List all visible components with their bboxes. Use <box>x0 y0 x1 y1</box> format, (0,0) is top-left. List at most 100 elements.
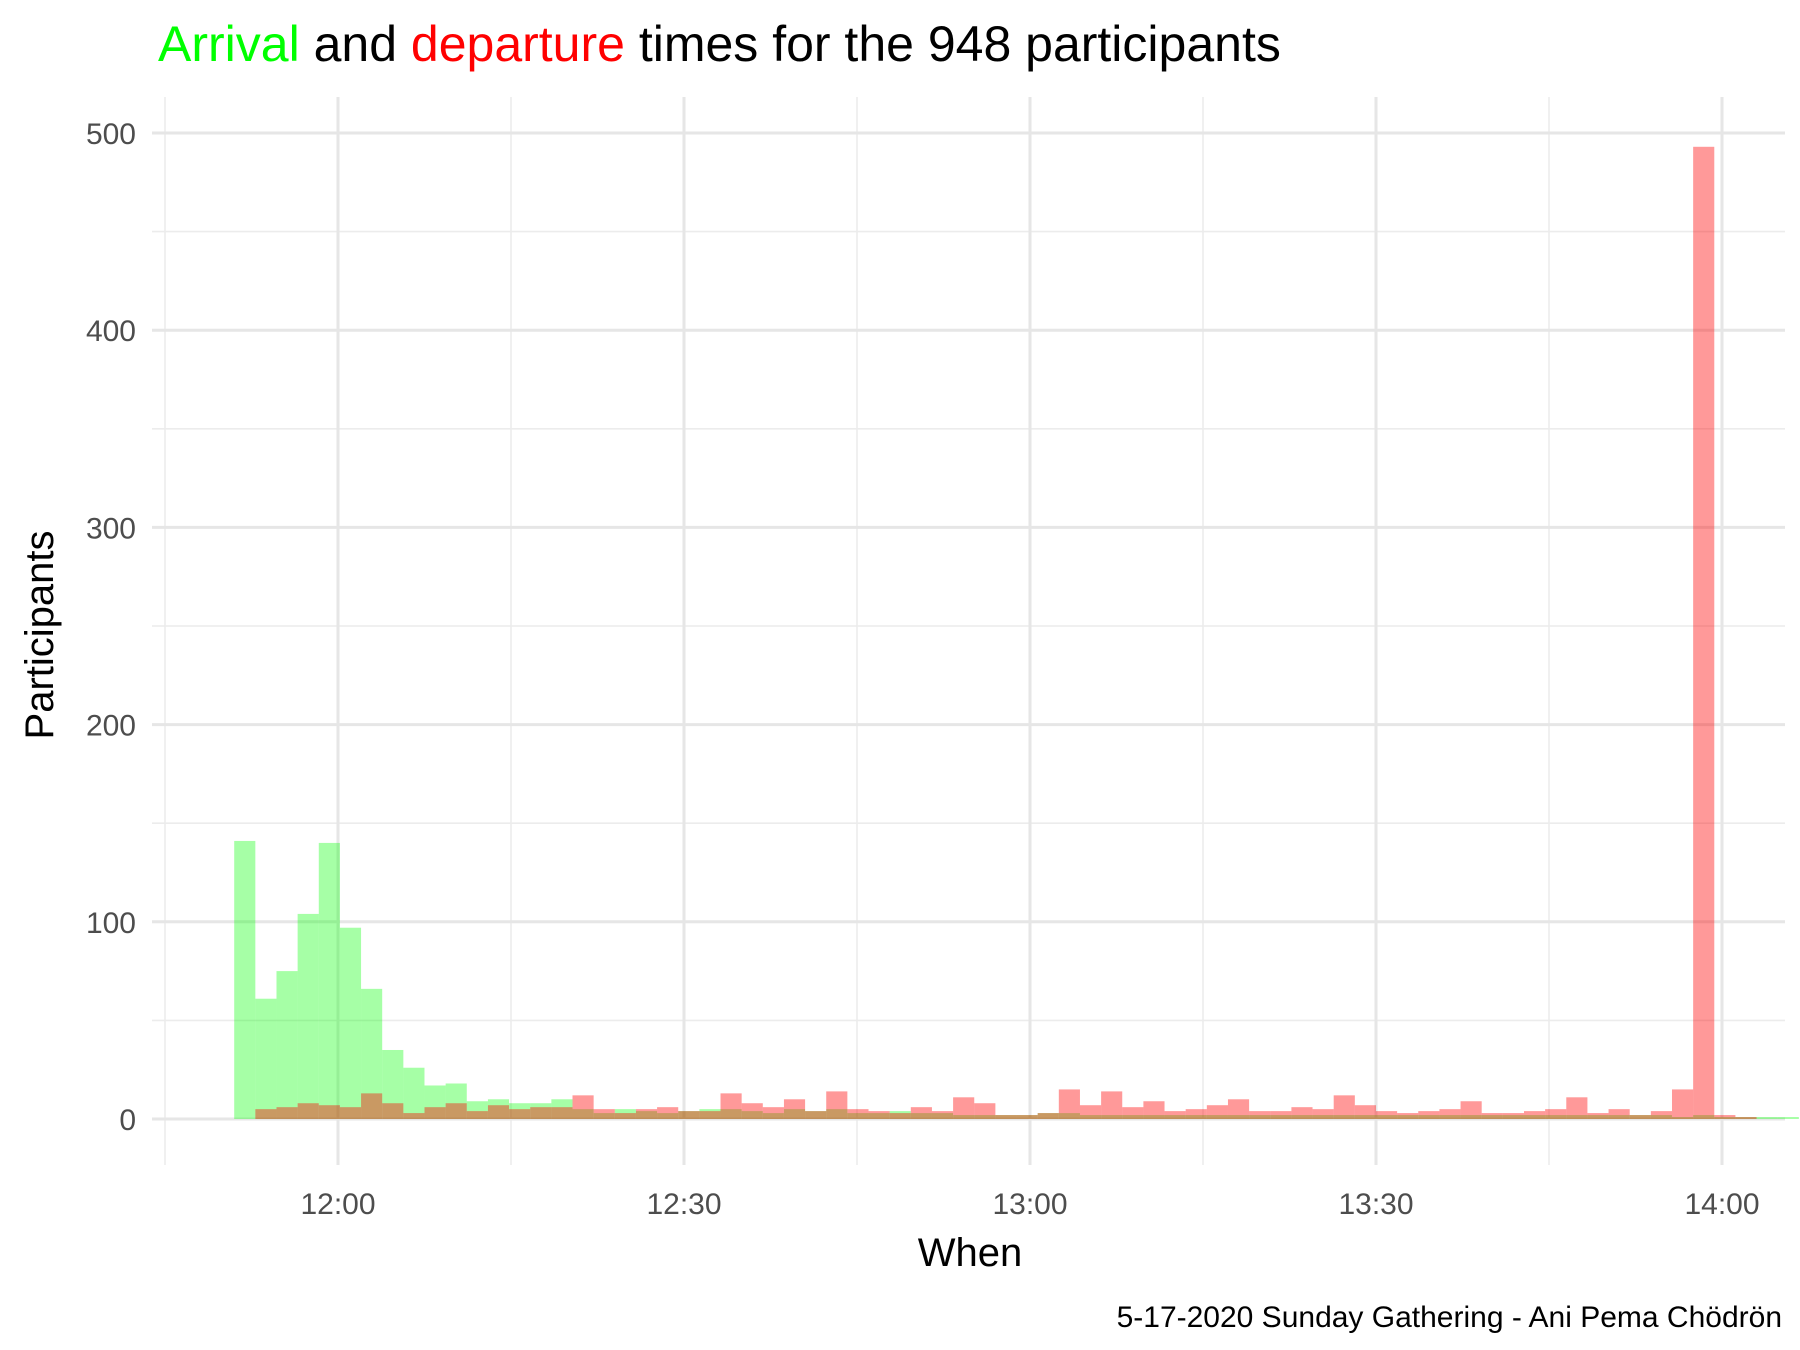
arrival-bar <box>361 988 383 1119</box>
arrival-bar <box>276 971 298 1119</box>
arrival-bar <box>1333 1115 1355 1119</box>
y-tick-label: 200 <box>86 710 136 743</box>
x-tick-label: 12:30 <box>646 1188 721 1221</box>
arrival-bar <box>487 1099 510 1119</box>
chart-title: Arrival and departure times for the 948 … <box>158 16 1281 72</box>
arrival-bar <box>657 1113 679 1119</box>
departure-bar <box>974 1103 996 1119</box>
arrival-bar <box>1629 1115 1651 1119</box>
departure-bar <box>1079 1105 1102 1119</box>
arrival-bar <box>931 1113 954 1119</box>
arrival-bar <box>1693 1115 1715 1119</box>
arrival-bar <box>424 1085 446 1119</box>
arrival-bar <box>826 1109 848 1119</box>
arrival-bar <box>530 1103 552 1119</box>
arrival-bar <box>1016 1115 1038 1119</box>
arrival-bar <box>1672 1117 1694 1119</box>
departure-bar <box>1545 1109 1567 1119</box>
arrival-bar <box>1185 1115 1207 1119</box>
arrival-bar <box>403 1067 425 1119</box>
arrival-bar <box>1587 1115 1609 1119</box>
arrival-bar <box>1101 1115 1123 1119</box>
title-and-word: and <box>300 16 411 72</box>
arrival-bar <box>1058 1113 1080 1119</box>
departure-bar <box>931 1111 954 1119</box>
departure-bar <box>805 1111 827 1119</box>
arrival-bar <box>1291 1115 1313 1119</box>
arrival-bar <box>1735 1117 1757 1119</box>
arrival-bar <box>1397 1115 1419 1119</box>
arrival-bar <box>995 1115 1017 1119</box>
arrival-bar <box>1079 1115 1102 1119</box>
arrival-bar <box>509 1103 531 1119</box>
departure-bar <box>424 1107 446 1119</box>
arrival-bar <box>1756 1117 1778 1119</box>
arrival-bar <box>847 1113 869 1119</box>
departure-bar <box>1037 1113 1059 1119</box>
departure-bar <box>826 1091 848 1119</box>
arrival-bar <box>678 1111 700 1119</box>
x-tick-label: 12:00 <box>300 1188 375 1221</box>
arrival-bar <box>1375 1115 1398 1119</box>
x-axis-title: When <box>918 1231 1023 1275</box>
departure-bar <box>1227 1099 1250 1119</box>
departure-bar <box>953 1097 975 1119</box>
arrival-bar <box>1777 1117 1799 1119</box>
departure-bar <box>1016 1115 1038 1119</box>
arrival-bar <box>1312 1115 1334 1119</box>
arrival-bar <box>1206 1115 1228 1119</box>
departure-bar <box>1608 1109 1630 1119</box>
arrival-bar <box>1714 1117 1736 1119</box>
arrival-bar <box>1502 1115 1524 1119</box>
departure-bar <box>403 1113 425 1119</box>
departure-bar <box>635 1109 658 1119</box>
title-departure-word: departure <box>411 16 625 72</box>
arrival-bar <box>234 840 256 1119</box>
departure-bar <box>1523 1111 1546 1119</box>
departure-bar <box>1418 1111 1440 1119</box>
departure-bar <box>1439 1109 1461 1119</box>
y-tick-label: 0 <box>119 1104 136 1137</box>
departure-bar <box>1460 1101 1482 1119</box>
x-tick-label: 13:00 <box>992 1188 1067 1221</box>
arrival-bar <box>339 927 362 1119</box>
departure-bar <box>466 1111 488 1119</box>
arrival-bar <box>1122 1115 1144 1119</box>
departure-bar <box>995 1115 1017 1119</box>
arrival-bar <box>1481 1115 1503 1119</box>
departure-bar <box>1291 1107 1313 1119</box>
departure-bar <box>1629 1115 1651 1119</box>
arrival-bar <box>805 1111 827 1119</box>
arrival-bar <box>1545 1115 1567 1119</box>
arrival-bar <box>318 842 340 1119</box>
departure-bar <box>1143 1101 1165 1119</box>
arrival-bar <box>1418 1115 1440 1119</box>
departure-bar <box>1693 146 1715 1120</box>
departure-bar <box>910 1107 932 1119</box>
y-tick-label: 100 <box>86 907 136 940</box>
departure-bar <box>1333 1095 1355 1119</box>
arrival-bar <box>1608 1115 1630 1119</box>
arrival-bar <box>741 1111 763 1119</box>
departure-bar <box>1672 1089 1694 1119</box>
departure-bar <box>1650 1111 1672 1119</box>
arrival-bar <box>1143 1115 1165 1119</box>
departure-bar <box>741 1103 763 1119</box>
departure-bar <box>276 1107 298 1119</box>
departure-bar <box>551 1107 573 1119</box>
departure-bar <box>1058 1089 1080 1119</box>
arrival-bar <box>1354 1115 1376 1119</box>
arrival-bar <box>953 1115 975 1119</box>
departure-bar <box>1206 1105 1228 1119</box>
arrival-bar <box>572 1109 594 1119</box>
departure-bar <box>1587 1113 1609 1119</box>
arrival-bar <box>868 1113 890 1119</box>
departure-bar <box>572 1095 594 1119</box>
y-axis-title: Participants <box>18 531 62 740</box>
departure-bar <box>1375 1111 1398 1119</box>
departure-bar <box>1270 1111 1292 1119</box>
arrival-bar <box>762 1113 784 1119</box>
y-tick-label: 500 <box>86 118 136 151</box>
arrival-bar <box>1460 1115 1482 1119</box>
